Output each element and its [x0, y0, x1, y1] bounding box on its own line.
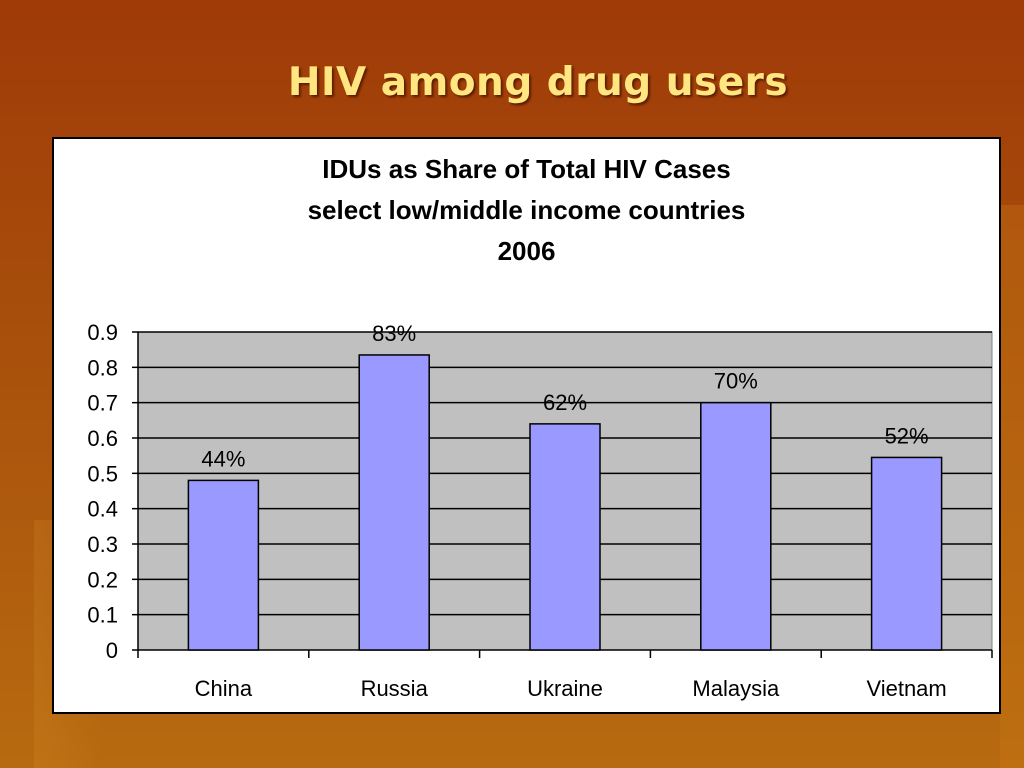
bar-russia [358, 354, 430, 651]
bar-chart-svg: 0 0.1 0.2 0.3 0.4 0.5 0.6 0.7 0.8 0.9 44% China 83% R… [87, 320, 993, 701]
bar-vietnam [870, 456, 943, 651]
y-tick-label: 0.5 [87, 461, 118, 486]
x-tick-label-china: China [195, 676, 253, 701]
data-label-vietnam: 52% [885, 423, 929, 448]
chart-title-line-2: select low/middle income countries [307, 195, 746, 225]
data-label-china: 44% [201, 446, 245, 471]
y-tick-label: 0.8 [87, 355, 118, 380]
bar-malaysia [700, 401, 772, 651]
x-tick-label-malaysia: Malaysia [692, 676, 780, 701]
data-label-ukraine: 62% [543, 390, 587, 415]
x-tick-label-ukraine: Ukraine [527, 676, 603, 701]
y-tick-label: 0.3 [87, 532, 118, 557]
y-tick-label: 0 [106, 638, 118, 663]
bar-china [187, 479, 260, 651]
data-label-russia: 83% [372, 321, 416, 346]
x-tick-label-russia: Russia [361, 676, 429, 701]
y-tick-label: 0.1 [87, 603, 118, 628]
chart-frame: IDUs as Share of Total HIV Cases select … [52, 137, 1001, 714]
x-tick-label-vietnam: Vietnam [866, 676, 946, 701]
y-tick-label: 0.7 [87, 391, 118, 416]
y-tick-label: 0.6 [87, 426, 118, 451]
slide-title: HIV among drug users [287, 60, 789, 105]
chart-title-line-3: 2006 [497, 236, 556, 266]
data-label-malaysia: 70% [714, 369, 758, 394]
chart-title: IDUs as Share of Total HIV Cases select … [54, 149, 999, 272]
y-tick-label: 0.4 [87, 497, 118, 522]
slide-decoration-right [1000, 205, 1024, 768]
y-tick-label: 0.2 [87, 567, 118, 592]
chart-title-line-1: IDUs as Share of Total HIV Cases [322, 154, 731, 184]
y-tick-label: 0.9 [87, 320, 118, 345]
bar-ukraine [529, 423, 601, 651]
